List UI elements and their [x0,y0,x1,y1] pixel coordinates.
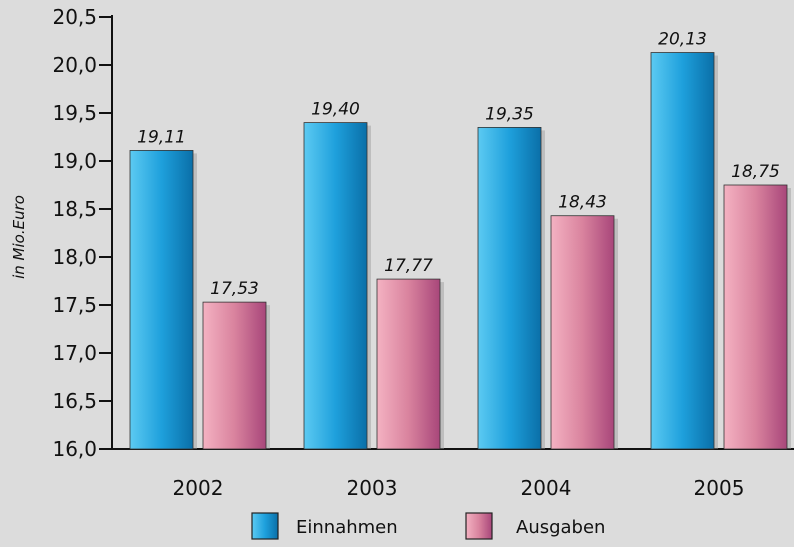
legend: Einnahmen Ausgaben [251,512,605,540]
x-tick-label: 2004 [521,476,572,500]
y-tick-label: 19,0 [52,149,97,173]
y-tick-label: 18,5 [52,197,97,221]
bar [129,150,194,450]
bars [129,52,791,450]
y-tick-label: 16,5 [52,389,97,413]
data-label: 17,77 [384,256,433,276]
x-tick-label: 2005 [694,476,745,500]
y-tick-label: 19,5 [52,101,97,125]
legend-label: Ausgaben [516,517,605,538]
bar [376,278,441,450]
bar [650,52,715,450]
data-label: 18,75 [731,162,780,182]
axes: 16,0 16,5 17,0 17,5 18,0 18,5 19,0 19,5 20,0 20,5… [52,5,794,500]
bar [202,301,267,450]
y-tick-label: 17,5 [52,293,97,317]
legend-label: Einnahmen [296,517,398,538]
legend-swatch [465,512,493,540]
x-tick-label: 2002 [173,476,224,500]
data-label: 17,53 [210,279,259,299]
legend-swatch [251,512,279,540]
y-tick-label: 18,0 [52,245,97,269]
data-label: 19,11 [137,127,186,147]
data-label: 18,43 [558,193,607,213]
data-label: 20,13 [658,30,707,50]
x-tick-label: 2003 [347,476,398,500]
data-label: 19,35 [485,104,534,124]
y-tick-label: 16,0 [52,437,97,461]
data-label: 19,40 [311,100,360,120]
bar [723,184,788,450]
data-labels: 19,11 17,53 19,40 17,77 19,35 18,43 20,13 18,75 [137,30,780,300]
bar [550,215,615,450]
bar [303,122,368,450]
y-tick-label: 17,0 [52,341,97,365]
bar [477,127,542,450]
y-axis-label: in Mio.Euro [10,195,28,279]
y-tick-label: 20,5 [52,5,97,29]
y-tick-label: 20,0 [52,53,97,77]
